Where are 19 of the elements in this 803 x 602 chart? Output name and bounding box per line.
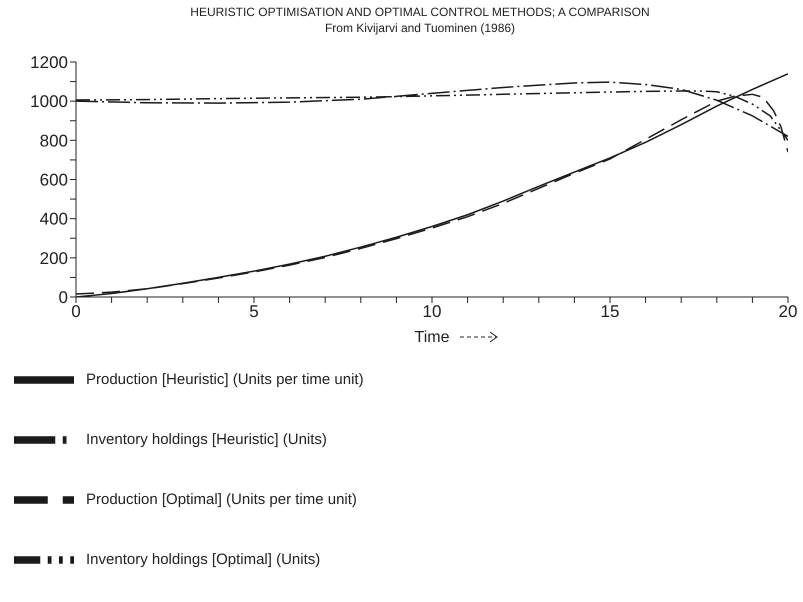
y-tick-label: 1200 xyxy=(30,53,68,72)
x-tick-label: 10 xyxy=(422,302,442,322)
chart-subtitle: From Kivijarvi and Tuominen (1986) xyxy=(324,20,516,36)
x-tick-label: 20 xyxy=(778,302,798,322)
chart-title: HEURISTIC OPTIMISATION AND OPTIMAL CONTROL METHODS; A COMPARISON xyxy=(189,4,651,20)
x-tick-label: 15 xyxy=(600,302,620,322)
legend-label: Production [Optimal] (Units per time unit) xyxy=(86,490,357,508)
y-tick-label: 1000 xyxy=(30,92,68,112)
legend-label: Production [Heuristic] (Units per time unit) xyxy=(86,370,364,388)
y-tick-label: 400 xyxy=(40,210,68,229)
legend-label: Inventory holdings [Optimal] (Units) xyxy=(86,550,320,568)
y-tick-label: 200 xyxy=(40,248,68,268)
y-tick-label: 600 xyxy=(40,170,68,190)
x-tick-label: 0 xyxy=(71,302,81,322)
x-axis-title: Time xyxy=(414,329,450,346)
y-tick-label: 800 xyxy=(40,131,68,150)
y-tick-label: 0 xyxy=(58,288,68,308)
x-tick-label: 5 xyxy=(249,302,259,322)
legend-label: Inventory holdings [Heuristic] (Units) xyxy=(86,430,327,448)
